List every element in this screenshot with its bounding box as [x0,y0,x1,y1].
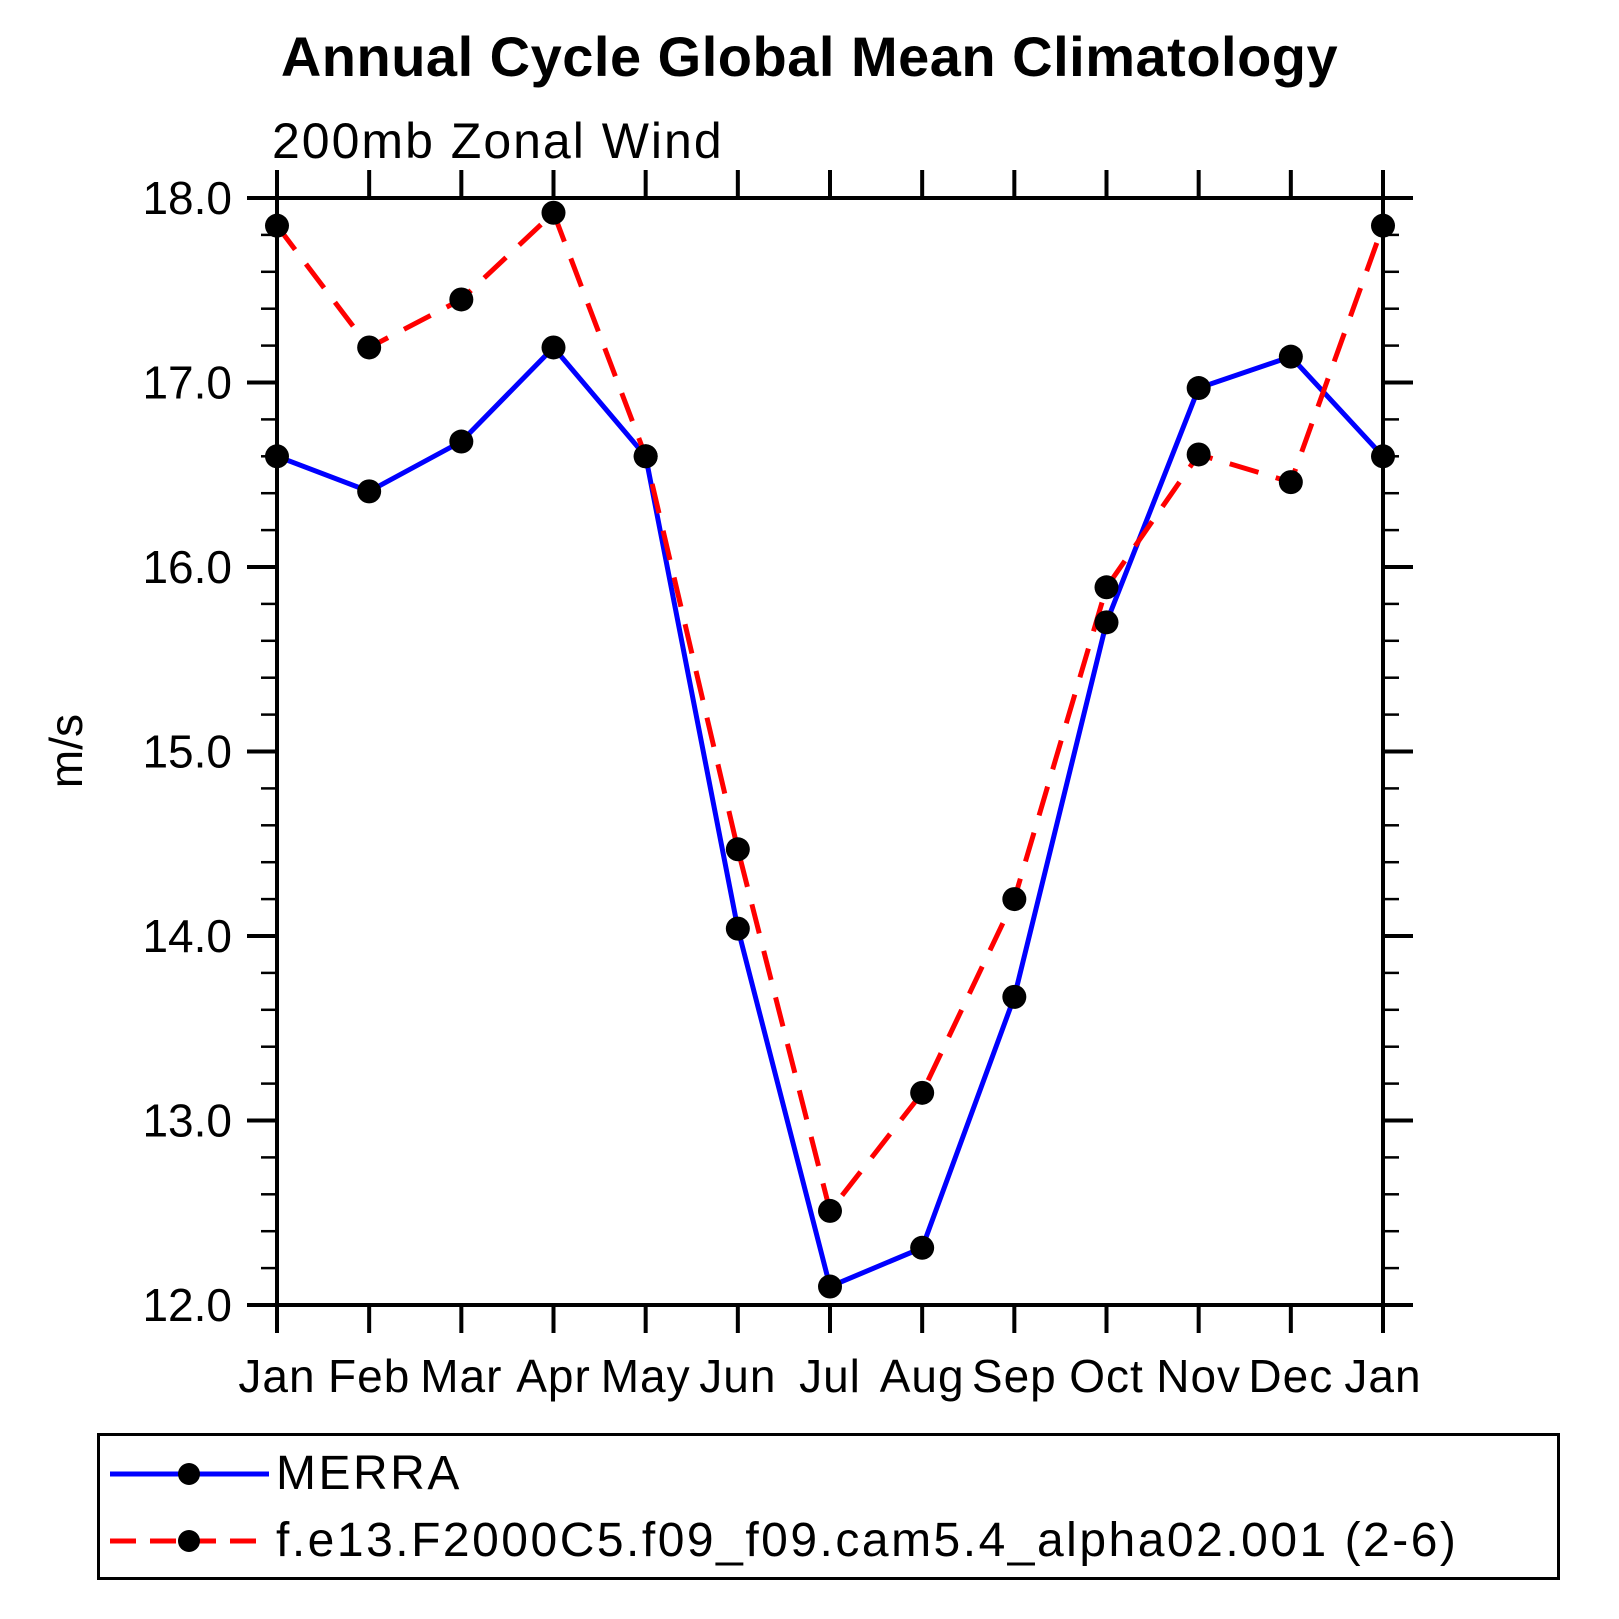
x-axis-tick-label: Nov [1156,1350,1241,1402]
legend-solid-line-swatch [110,1463,269,1485]
series-line-1 [275,208,1386,1217]
x-axis-tick-label: Oct [1069,1350,1144,1402]
legend-marker-icon [178,1463,200,1485]
data-point-marker-0 [265,444,289,469]
data-point-marker-1 [541,200,566,225]
x-axis-tick-label: Mar [420,1350,502,1402]
data-point-marker-1 [633,444,658,469]
data-point-marker-1 [1371,213,1395,238]
x-axis-tick-label: Apr [516,1350,591,1402]
x-axis-tick-label: May [601,1350,691,1402]
chart-subtitle: 200mb Zonal Wind [272,113,724,169]
legend-item-model: f.e13.F2000C5.f09_f09.cam5.4_alpha02.001… [106,1514,1459,1567]
x-axis-tick-label: Jan [1344,1350,1421,1402]
x-axis-tick-label: Feb [328,1350,410,1402]
data-point-marker-0 [449,429,474,454]
y-axis-tick-label: 16.0 [142,541,232,593]
y-axis-tick-label: 18.0 [142,172,232,224]
data-point-marker-0 [1002,984,1027,1009]
data-point-marker-1 [910,1080,935,1105]
x-axis-tick-label: Sep [972,1350,1057,1402]
data-point-marker-0 [1278,344,1303,369]
data-point-marker-0 [1094,610,1119,635]
y-axis-title: m/s [40,714,92,788]
x-axis-tick-label: Jan [238,1350,315,1402]
data-point-marker-0 [541,335,566,360]
legend-label-model: f.e13.F2000C5.f09_f09.cam5.4_alpha02.001… [276,1514,1459,1567]
data-point-marker-1 [357,335,382,360]
y-axis-tick-label: 17.0 [142,357,232,409]
data-point-marker-1 [1002,887,1027,912]
data-point-marker-1 [1186,442,1211,467]
data-point-marker-1 [1094,575,1119,600]
y-axis-tick-label: 15.0 [142,726,232,778]
data-point-marker-1 [818,1198,842,1223]
y-axis-tick-label: 12.0 [142,1279,232,1331]
data-point-marker-0 [357,479,382,504]
x-axis-tick-label: Jul [799,1350,861,1402]
data-point-marker-1 [725,837,750,862]
data-point-marker-0 [725,916,750,941]
data-point-marker-1 [1278,470,1303,495]
y-axis-tick-label: 14.0 [142,910,232,962]
x-axis-tick-label: Jun [699,1350,776,1402]
data-point-marker-0 [818,1274,842,1299]
legend-item-merra: MERRA [106,1447,462,1500]
data-point-marker-1 [265,213,289,238]
x-axis-tick-label: Dec [1248,1350,1333,1402]
legend-marker-icon [178,1530,200,1552]
data-point-marker-0 [1186,376,1211,401]
x-axis-tick-label: Aug [880,1350,965,1402]
data-point-marker-0 [1371,444,1395,469]
legend-dashed-line-swatch [110,1530,269,1552]
data-point-marker-1 [449,287,474,312]
chart-title: Annual Cycle Global Mean Climatology [280,25,1339,88]
legend-label-merra: MERRA [276,1447,462,1500]
plot-frame [275,196,1385,1307]
y-axis-tick-label: 13.0 [142,1095,232,1147]
series-line-0 [276,343,1385,1290]
data-point-marker-0 [910,1235,935,1260]
legend: MERRA f.e13.F2000C5.f09_f09.cam5.4_alpha… [97,1433,1560,1580]
